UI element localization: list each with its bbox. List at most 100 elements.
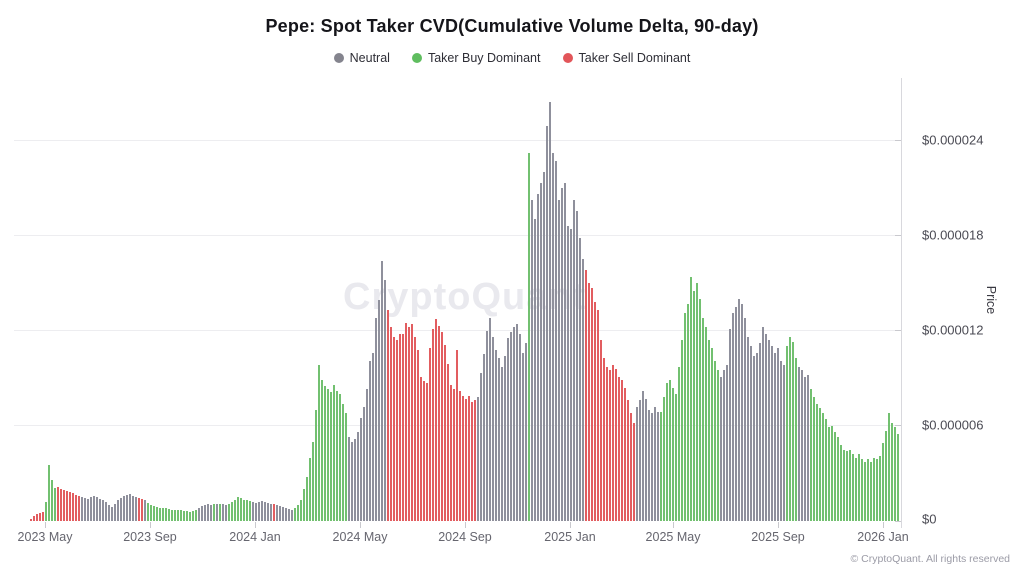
cvd-bar [594, 301, 596, 521]
gridline [14, 140, 901, 141]
cvd-bar [189, 511, 191, 521]
cvd-bar [291, 509, 293, 521]
cvd-bar [843, 449, 845, 521]
cvd-bar [126, 494, 128, 521]
cvd-bar [99, 498, 101, 521]
cvd-bar [261, 501, 263, 521]
cvd-bar [486, 330, 488, 521]
y-axis-label: $0.000006 [922, 417, 984, 433]
cvd-bar [555, 160, 557, 521]
cvd-bar [120, 498, 122, 521]
cvd-bar [813, 397, 815, 521]
cvd-bar [42, 512, 44, 521]
cvd-bar [822, 413, 824, 521]
cvd-bar [378, 300, 380, 521]
legend-item-neutral[interactable]: Neutral [333, 51, 390, 65]
y-axis-label: $0 [922, 511, 937, 527]
cvd-bar [66, 490, 68, 521]
chart-title: Pepe: Spot Taker CVD(Cumulative Volume D… [265, 16, 759, 36]
cvd-bar [222, 504, 224, 521]
cvd-bar [633, 422, 635, 521]
x-axis-label: 2023 May [17, 530, 73, 544]
cvd-bar [753, 355, 755, 521]
cvd-bar [732, 313, 734, 521]
y-tick-mark [895, 140, 901, 141]
cvd-bar [858, 454, 860, 521]
cvd-bar [108, 505, 110, 521]
cvd-bar [156, 506, 158, 521]
cvd-bar [438, 325, 440, 521]
cvd-bar [882, 443, 884, 521]
cvd-bar [348, 436, 350, 521]
cvd-bar [150, 505, 152, 521]
cvd-bar [135, 497, 137, 521]
cvd-bar [723, 370, 725, 521]
cvd-bar [219, 503, 221, 521]
cvd-bar [45, 501, 47, 521]
legend-item-taker-sell[interactable]: Taker Sell Dominant [562, 51, 690, 65]
cvd-bar [549, 101, 551, 521]
cvd-bar [402, 333, 404, 521]
cvd-bar [183, 510, 185, 521]
cvd-bar [63, 490, 65, 521]
cvd-bar [258, 501, 260, 521]
cvd-bar [339, 394, 341, 521]
cvd-bar [405, 322, 407, 521]
cvd-bar [876, 459, 878, 521]
x-tick-mark [673, 522, 674, 528]
cvd-bar [756, 352, 758, 521]
x-axis-label: 2025 May [645, 530, 701, 544]
legend-label-neutral: Neutral [349, 51, 390, 65]
cvd-bar [276, 505, 278, 521]
cvd-bar [387, 309, 389, 521]
y-axis-label: $0.000018 [922, 227, 984, 243]
cvd-bar [213, 504, 215, 521]
cvd-bar [102, 499, 104, 521]
cvd-bar [462, 395, 464, 521]
cvd-bar [471, 401, 473, 521]
cvd-bar [534, 219, 536, 521]
cvd-bar [306, 476, 308, 521]
cvd-bar [372, 352, 374, 521]
cvd-bar [609, 370, 611, 521]
cvd-bar [117, 500, 119, 521]
cvd-bar [153, 505, 155, 521]
cvd-bar [777, 348, 779, 521]
cvd-bar [234, 499, 236, 521]
cvd-bar [399, 333, 401, 521]
cvd-bar [390, 327, 392, 521]
cvd-bar [558, 200, 560, 521]
cvd-bar [69, 492, 71, 521]
cvd-bar [588, 282, 590, 521]
cvd-bar [456, 349, 458, 521]
cvd-bar [789, 336, 791, 521]
taker-sell-dot-icon [562, 53, 573, 63]
cvd-bar [576, 211, 578, 521]
cvd-bar [420, 376, 422, 521]
cvd-bar [522, 352, 524, 521]
cvd-bar [726, 365, 728, 521]
x-tick-mark [360, 522, 361, 528]
cvd-bar [867, 459, 869, 521]
legend-item-taker-buy[interactable]: Taker Buy Dominant [411, 51, 541, 65]
cvd-bar [345, 413, 347, 521]
x-axis-label: 2024 Jan [229, 530, 281, 544]
cvd-bar [336, 390, 338, 521]
cvd-bar [714, 360, 716, 521]
x-tick-mark [45, 522, 46, 528]
cvd-bar [795, 357, 797, 521]
cvd-bar [645, 398, 647, 521]
cvd-bar [57, 486, 59, 521]
cvd-bar [432, 328, 434, 521]
cvd-bar [747, 336, 749, 521]
cvd-bar [264, 501, 266, 521]
cvd-bar [186, 511, 188, 521]
cvd-bar [357, 432, 359, 521]
cvd-bar [639, 400, 641, 521]
cvd-bar [300, 500, 302, 521]
cvd-bar [573, 200, 575, 521]
cvd-bar [855, 457, 857, 521]
y-tick-mark [895, 425, 901, 426]
